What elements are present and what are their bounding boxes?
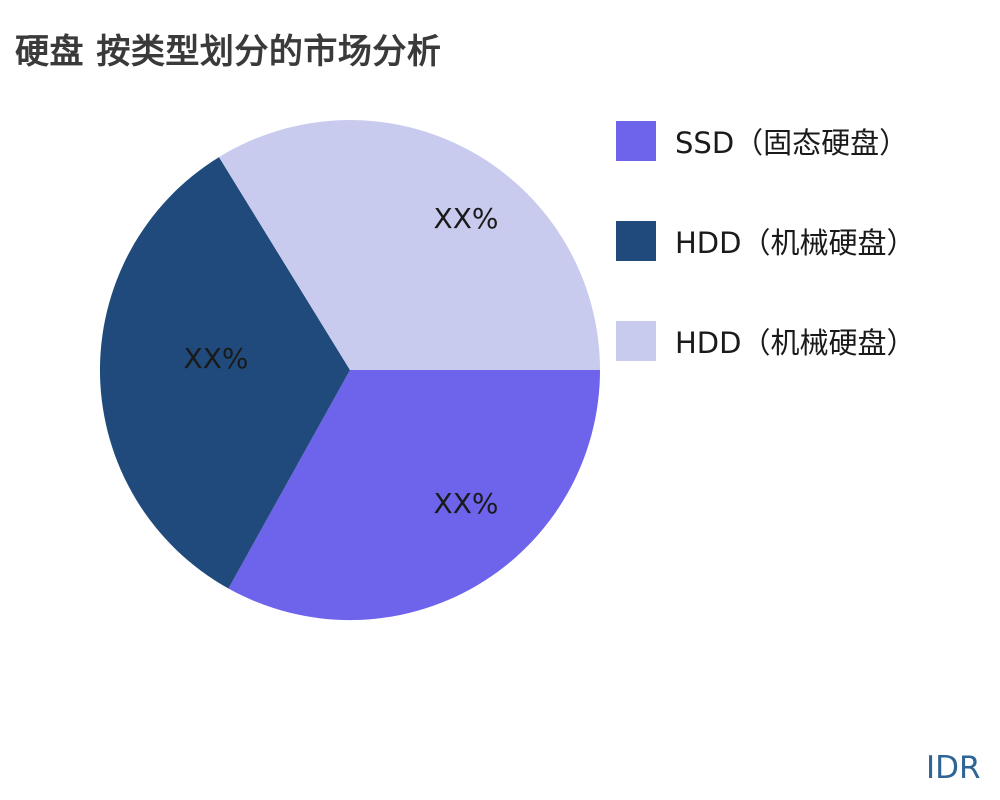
pie-slice-ssd xyxy=(228,370,601,621)
pie-label-hdd-light: XX% xyxy=(434,202,499,235)
legend: SSD（固态硬盘） HDD（机械硬盘） HDD（机械硬盘） xyxy=(616,121,915,421)
legend-swatch-hdd-dark-rect xyxy=(616,221,656,261)
chart-title: 硬盘 按类型划分的市场分析 xyxy=(15,32,442,72)
pie-slice-hdd-dark xyxy=(99,157,350,589)
legend-swatch-hdd-light-rect xyxy=(616,321,656,361)
legend-label-ssd: SSD（固态硬盘） xyxy=(675,126,909,160)
legend-label-hdd-dark: HDD（机械硬盘） xyxy=(675,226,916,260)
pie-label-ssd: XX% xyxy=(434,487,499,520)
legend-swatch-hdd-light xyxy=(616,321,656,361)
legend-item-ssd: SSD（固态硬盘） xyxy=(616,121,915,161)
legend-swatch-ssd-rect xyxy=(616,121,656,161)
pie-slice-hdd-light xyxy=(219,120,600,370)
legend-swatch-hdd-dark xyxy=(616,221,656,261)
legend-item-hdd-dark: HDD（机械硬盘） xyxy=(616,221,915,261)
legend-swatch-ssd xyxy=(616,121,656,161)
watermark-idr: IDR xyxy=(926,750,981,786)
pie-label-hdd-dark: XX% xyxy=(184,342,249,375)
legend-item-hdd-light: HDD（机械硬盘） xyxy=(616,321,915,361)
legend-label-hdd-light: HDD（机械硬盘） xyxy=(675,326,916,360)
